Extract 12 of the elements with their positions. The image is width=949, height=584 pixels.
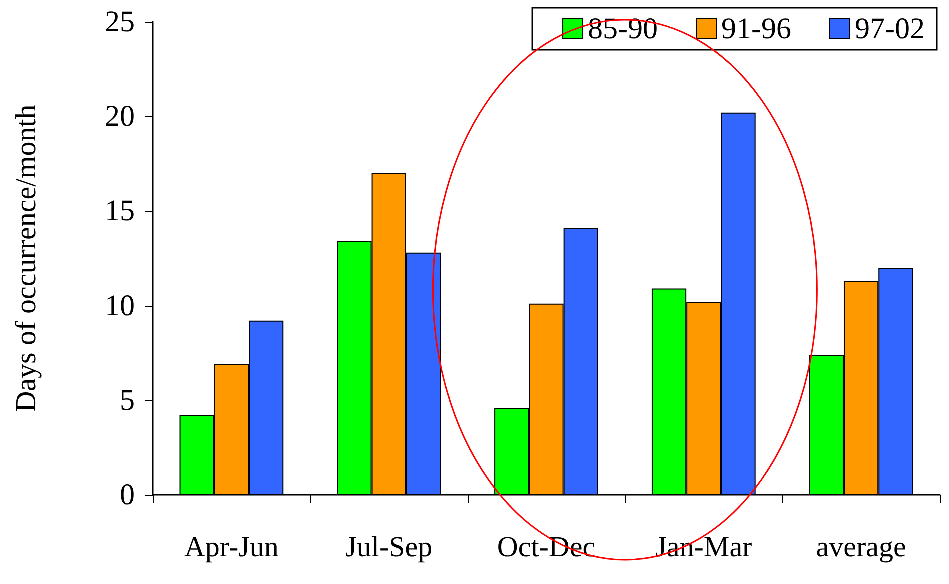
- y-axis-title: Days of occurrence/month: [10, 104, 42, 412]
- y-tick-label: 15: [105, 194, 135, 228]
- y-tick-label: 5: [120, 384, 135, 417]
- y-tick-label: 20: [105, 100, 135, 134]
- y-tick-label: 25: [105, 6, 135, 38]
- legend-label: 91-96: [722, 12, 792, 46]
- x-tick-label: Jul-Sep: [346, 532, 433, 564]
- legend-label: 97-02: [855, 12, 926, 46]
- y-tick-label: 10: [105, 289, 135, 322]
- y-tick-label: 0: [120, 478, 135, 512]
- x-tick-label: Apr-Jun: [184, 532, 280, 564]
- x-tick-label: average: [816, 532, 906, 564]
